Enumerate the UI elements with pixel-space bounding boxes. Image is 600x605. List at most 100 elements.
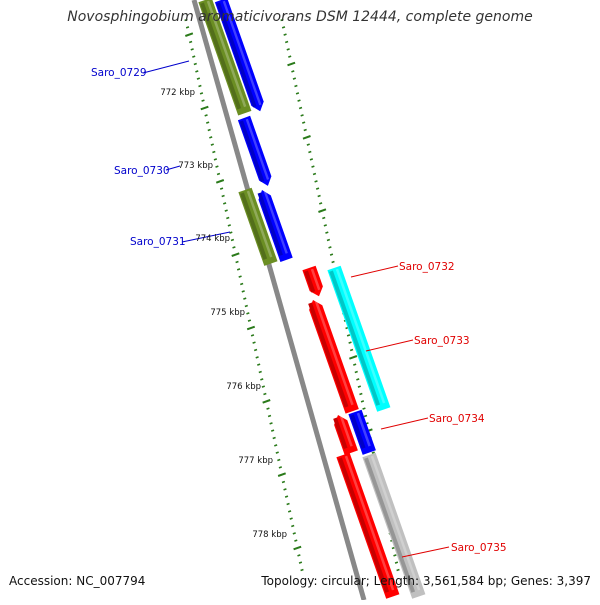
left-tick-16 (209, 136, 213, 139)
left-tick-49 (260, 378, 264, 381)
gene-saro-0735-highlight (370, 455, 421, 591)
gene-saro-0733 (308, 300, 359, 414)
leader-saro-0732 (350, 265, 399, 278)
gene-olive-1-highlight (206, 0, 247, 108)
ruler-label-778: 778 kbp (252, 530, 287, 540)
right-tick-30 (326, 238, 331, 242)
ruler-label-772: 772 kbp (160, 88, 195, 98)
left-tick-60 (277, 458, 281, 462)
gene-olive-1 (198, 0, 252, 116)
ruler-ticks (184, 18, 400, 572)
gene-saro-0729-part (214, 0, 264, 112)
left-tick-54 (267, 414, 272, 418)
left-tick-58 (274, 444, 278, 447)
left-tick-6 (193, 62, 197, 66)
gene-saro-0733-highlight (314, 300, 354, 406)
left-tick-17 (210, 143, 214, 146)
right-tick-7 (291, 70, 295, 73)
leader-saro-0729 (142, 60, 190, 74)
left-tick-10 (199, 92, 204, 95)
gene-label-saro-0733[interactable]: Saro_0733 (414, 335, 470, 347)
right-tick-13 (300, 114, 304, 117)
ruler-label-773: 773 kbp (178, 161, 213, 171)
ruler-label-774: 774 kbp (195, 234, 230, 244)
left-tick-2 (184, 32, 194, 37)
right-tick-33 (331, 260, 335, 264)
left-tick-39 (244, 304, 249, 308)
right-tick-44 (348, 341, 352, 344)
gene-saro-0733-shade (308, 302, 349, 408)
left-tick-55 (269, 422, 273, 425)
leader-saro-0733 (365, 339, 414, 352)
gene-olive-2 (238, 187, 278, 266)
left-tick-52 (262, 399, 271, 404)
accession-text: Accession: NC_007794 (9, 574, 146, 588)
gene-olive-1-shade (200, 2, 242, 110)
right-tick-59 (371, 451, 375, 454)
left-tick-31 (232, 246, 236, 249)
left-tick-34 (236, 268, 241, 271)
left-tick-64 (283, 488, 287, 491)
left-tick-50 (261, 385, 266, 388)
right-tick-47 (353, 363, 357, 366)
gene-label-saro-0731[interactable]: Saro_0731 (130, 236, 186, 248)
left-tick-57 (272, 436, 276, 440)
left-tick-11 (201, 99, 205, 102)
right-tick-17 (306, 143, 310, 146)
left-tick-24 (221, 194, 225, 198)
gene-saro-0734-red (333, 415, 358, 456)
left-tick-26 (224, 209, 228, 212)
right-tick-23 (315, 187, 320, 190)
gene-label-saro-0735[interactable]: Saro_0735 (451, 542, 507, 554)
left-tick-1 (185, 26, 190, 29)
leader-saro-0730 (165, 165, 181, 171)
ruler-label-775: 775 kbp (210, 308, 245, 318)
right-tick-27 (322, 216, 326, 220)
left-tick-63 (281, 480, 286, 484)
right-tick-24 (317, 194, 321, 198)
gene-saro-0732-red-shade (304, 270, 316, 293)
gene-label-saro-0732[interactable]: Saro_0732 (399, 261, 455, 273)
gene-saro-0731-body (258, 190, 293, 262)
right-tick-0 (280, 18, 284, 22)
left-tick-72 (293, 545, 302, 551)
left-tick-14 (205, 121, 210, 124)
right-tick-16 (302, 135, 311, 140)
right-tick-75 (396, 568, 400, 572)
gene-saro-0733-body (309, 300, 359, 414)
left-tick-12 (200, 105, 209, 111)
gene-saro-0735 (362, 452, 426, 599)
left-tick-19 (213, 158, 218, 161)
left-tick-18 (212, 150, 216, 154)
ruler-label-777: 777 kbp (238, 456, 273, 466)
left-tick-36 (239, 282, 244, 286)
gene-saro-0733-cyan (327, 265, 391, 412)
left-tick-7 (195, 70, 199, 73)
gene-saro-0733-cyan-highlight (335, 268, 386, 404)
right-tick-43 (346, 334, 351, 337)
left-tick-51 (263, 392, 267, 396)
gene-saro-0734-red-shade (333, 417, 348, 450)
backbone-line (191, 0, 367, 601)
gene-saro-0730-shade (239, 120, 265, 183)
gene-red-bottom-shade (338, 457, 390, 593)
right-tick-2 (283, 33, 287, 36)
gene-saro-0731-highlight (263, 190, 288, 254)
left-tick-67 (287, 510, 292, 513)
gene-saro-0735-shade (364, 457, 416, 593)
right-tick-18 (308, 150, 312, 154)
left-tick-22 (215, 179, 225, 184)
right-tick-21 (312, 172, 317, 176)
gene-label-saro-0729[interactable]: Saro_0729 (91, 67, 147, 79)
left-tick-48 (258, 370, 262, 374)
right-tick-10 (295, 92, 300, 95)
left-tick-15 (207, 128, 211, 132)
gene-label-saro-0730[interactable]: Saro_0730 (114, 165, 170, 177)
gene-label-saro-0734[interactable]: Saro_0734 (429, 413, 485, 425)
gene-saro-0732-red-highlight (310, 268, 321, 291)
gene-saro-0733-cyan-shade (329, 270, 381, 406)
gene-saro-0734 (348, 409, 376, 455)
left-tick-13 (204, 114, 208, 117)
